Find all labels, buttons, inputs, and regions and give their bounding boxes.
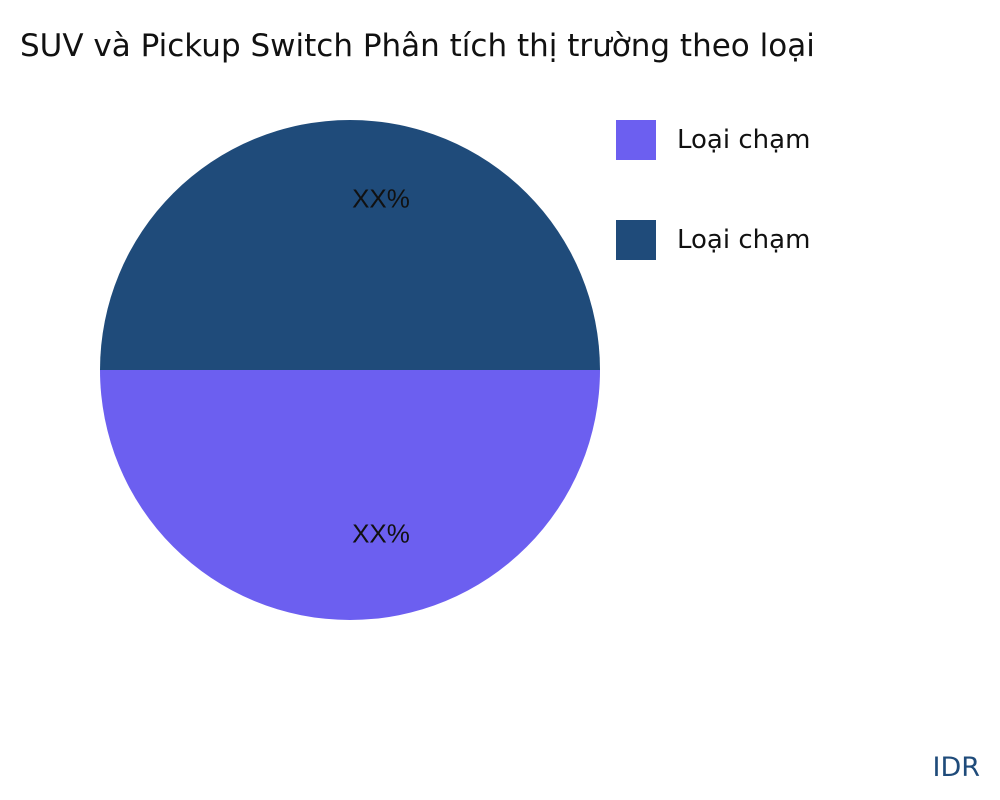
brand-logo: IDR: [932, 752, 980, 783]
pie-slice: [100, 120, 600, 370]
legend-item: Loại chạm: [616, 120, 810, 160]
pie-slice: [100, 370, 600, 620]
legend-swatch: [616, 120, 656, 160]
slice-data-label: XX%: [352, 518, 410, 548]
legend-label: Loại chạm: [677, 125, 811, 155]
slice-data-label: XX%: [352, 183, 410, 213]
legend-swatch: [616, 220, 656, 260]
legend-item: Loại chạm: [616, 220, 810, 260]
chart-title: SUV và Pickup Switch Phân tích thị trườn…: [20, 28, 815, 64]
legend-label: Loại chạm: [677, 225, 811, 255]
